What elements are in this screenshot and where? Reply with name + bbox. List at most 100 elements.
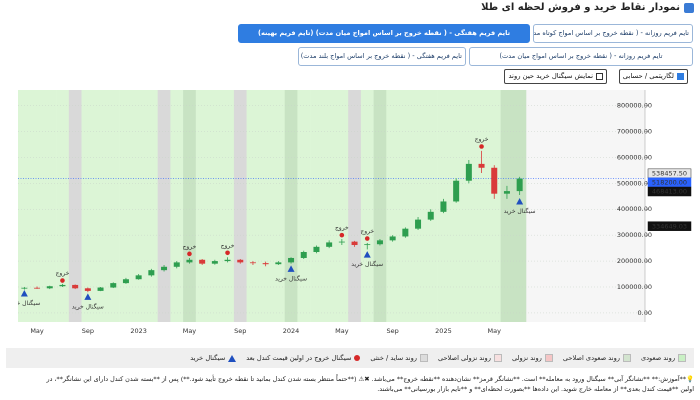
legend: روند صعودی روند صعودی اصلاحی روند نزولی رون… [6, 348, 694, 368]
trend-band [272, 90, 285, 322]
candle-body [313, 246, 320, 253]
y-tick-label: 800000.00 [617, 102, 652, 110]
x-tick-label: Sep [387, 327, 399, 335]
candle-body [364, 244, 371, 246]
legend-swatch [622, 354, 631, 362]
legend-item: روند نزولی اصلاحی [438, 354, 502, 362]
legend-swatch [493, 354, 502, 362]
exit-signal [479, 144, 484, 149]
footnote-line: اولین **قیمت کندل بعدی** از معامله خارج … [377, 385, 694, 393]
trend-band [246, 90, 260, 322]
trend-band [513, 90, 527, 322]
trend-band [94, 90, 108, 322]
trend-band [399, 90, 412, 322]
legend-label: روند صعودی [640, 354, 675, 362]
trend-band [30, 90, 44, 322]
candle-body [427, 211, 434, 220]
trend-band [411, 90, 425, 322]
checkbox[interactable] [596, 73, 603, 80]
trend-band [449, 90, 463, 322]
trend-band [208, 90, 222, 322]
legend-swatch [419, 354, 428, 362]
legend-swatch [544, 354, 553, 362]
trend-band [284, 90, 298, 322]
checkbox[interactable] [677, 73, 684, 80]
candle-body [173, 262, 180, 267]
timeframe-button[interactable]: تایم فریم هفتگی - ( نقطه خروج بر اساس ام… [238, 24, 530, 43]
trend-band [424, 90, 438, 322]
candle-body [211, 261, 218, 264]
trend-band [322, 90, 336, 322]
candle-body [275, 262, 282, 265]
trend-band [145, 90, 158, 322]
candle-body [34, 287, 41, 289]
trend-band [43, 90, 57, 322]
timeframe-button[interactable]: تایم فریم روزانه - ( نقطه خروج بر اساس ا… [533, 24, 693, 43]
legend-item: روند ساید / خنثی [370, 354, 428, 362]
exit-label: خروج [475, 136, 489, 143]
candle-body [135, 275, 142, 280]
candle-body [300, 252, 307, 258]
y-tick-label: 300000.00 [617, 231, 652, 239]
exit-signal [60, 278, 65, 283]
legend-item: روند نزولی [512, 354, 553, 362]
exit-signal [339, 232, 345, 238]
y-tick-label: 100000.00 [617, 283, 652, 291]
page-title: نمودار نقاط خرید و فروش لحظه ای طلا [481, 2, 680, 13]
timeframe-button[interactable]: تایم فریم هفتگی - ( نقطه خروج بر اساس ام… [298, 47, 466, 66]
candle-body [376, 240, 383, 245]
candle-body [237, 259, 244, 263]
price-label: 518200.00 [652, 179, 687, 187]
candle-body [453, 180, 460, 202]
exit-signal [225, 250, 230, 256]
option-checkbox[interactable]: لگاریتمی / حسابی [618, 69, 688, 84]
x-tick-label: Sep [234, 327, 246, 335]
y-tick-label: 600000.00 [617, 153, 652, 161]
candle-body [97, 287, 104, 291]
legend-item: روند صعودی [641, 354, 686, 362]
option-label: لگاریتمی / حسابی [622, 72, 674, 80]
trend-band [56, 90, 70, 322]
legend-swatch [678, 354, 686, 362]
trend-band [18, 90, 31, 322]
candle-body [186, 259, 193, 263]
trend-band [170, 90, 184, 322]
candle-body [491, 167, 498, 194]
legend-label: روند صعودی اصلاحی [562, 354, 620, 362]
trend-band [221, 90, 235, 322]
candle-body [503, 191, 510, 194]
buy-signal [516, 197, 524, 205]
candle-body [389, 236, 396, 241]
x-tick-label: 2023 [130, 327, 147, 335]
trend-band [335, 90, 349, 322]
trend-band [106, 90, 120, 322]
candle-body [161, 266, 168, 271]
candle-body [415, 219, 422, 229]
candle-body [21, 287, 28, 289]
legend-label: روند نزولی اصلاحی [437, 354, 491, 362]
trend-band [68, 90, 82, 322]
y-tick-label: 200000.00 [617, 257, 652, 265]
buy-label: سیگنال خرید [8, 299, 40, 307]
candle-body [110, 283, 117, 288]
trend-band [462, 90, 476, 322]
price-label: 334649.03 [652, 222, 687, 230]
trend-band [157, 90, 171, 322]
trend-band [81, 90, 95, 322]
price-label: 468413.00 [652, 188, 687, 196]
x-tick-label: 2024 [283, 327, 300, 335]
buy-signal [84, 293, 92, 300]
buy-label: سیگنال خرید [351, 260, 383, 268]
candle-body [249, 262, 256, 264]
option-checkbox[interactable]: نمایش سیگنال خرید حین روند [504, 69, 607, 84]
legend-label: سیگنال خروج در اولین قیمت کندل بعد [246, 354, 352, 362]
header-icon [684, 2, 694, 13]
buy-label: سیگنال خرید [275, 274, 307, 282]
candle-body [338, 241, 345, 243]
timeframe-button[interactable]: تایم فریم روزانه - ( نقطه خروج بر اساس ا… [469, 47, 693, 66]
candle-body [84, 288, 91, 291]
exit-label: خروج [360, 228, 374, 235]
trend-band [348, 90, 362, 322]
trend-band [259, 90, 273, 322]
